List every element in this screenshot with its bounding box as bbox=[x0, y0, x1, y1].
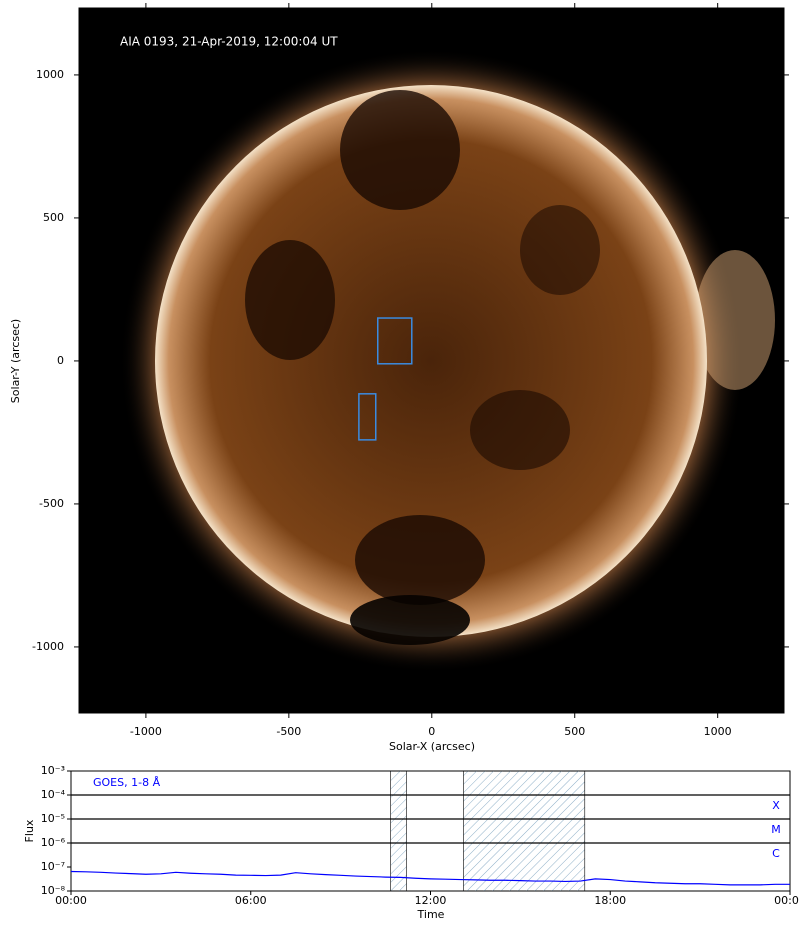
y-tick-label: 10⁻⁵ bbox=[41, 812, 65, 825]
y-tick-label: 500 bbox=[43, 211, 64, 224]
coronal-hole bbox=[350, 595, 470, 645]
legend-label: GOES, 1-8 Å bbox=[93, 776, 161, 789]
coronal-hole bbox=[470, 390, 570, 470]
x-tick-label: -1000 bbox=[130, 725, 162, 738]
y-tick-label: 10⁻⁶ bbox=[41, 836, 66, 849]
y-axis-label: Flux bbox=[23, 819, 36, 842]
y-tick-label: 10⁻⁸ bbox=[41, 884, 66, 897]
x-tick-label: 12:00 bbox=[415, 894, 447, 907]
level-label: C bbox=[772, 847, 780, 860]
y-tick-label: 10⁻⁴ bbox=[41, 788, 66, 801]
y-tick-label: 10⁻³ bbox=[41, 764, 65, 777]
region-box bbox=[377, 317, 413, 365]
annotation: AIA 0193, 21-Apr-2019, 12:00:04 UT bbox=[120, 35, 338, 49]
x-axis-label: Solar-X (arcsec) bbox=[389, 740, 475, 753]
coronal-hole bbox=[355, 515, 485, 605]
x-tick-label: 1000 bbox=[704, 725, 732, 738]
x-tick-label: -500 bbox=[276, 725, 301, 738]
x-axis-label: Time bbox=[417, 908, 445, 921]
y-tick-label: -500 bbox=[39, 497, 64, 510]
x-tick-label: 0 bbox=[428, 725, 435, 738]
y-tick-label: -1000 bbox=[32, 640, 64, 653]
region-box bbox=[358, 393, 377, 441]
sun-image bbox=[120, 49, 775, 673]
hatched-span bbox=[463, 770, 586, 892]
x-tick-label: 06:00 bbox=[235, 894, 267, 907]
x-tick-label: 00:00 bbox=[774, 894, 799, 907]
coronal-hole bbox=[520, 205, 600, 295]
x-tick-label: 500 bbox=[564, 725, 585, 738]
x-tick-label: 18:00 bbox=[594, 894, 626, 907]
y-tick-label: 10⁻⁷ bbox=[41, 860, 65, 873]
level-label: X bbox=[772, 799, 780, 812]
level-label: M bbox=[771, 823, 781, 836]
y-tick-label: 0 bbox=[57, 354, 64, 367]
y-tick-label: 1000 bbox=[36, 68, 64, 81]
x-tick-label: 00:00 bbox=[55, 894, 87, 907]
coronal-hole bbox=[340, 90, 460, 210]
corona-loop bbox=[695, 250, 775, 390]
y-axis-label: Solar-Y (arcsec) bbox=[9, 319, 22, 403]
coronal-hole bbox=[245, 240, 335, 360]
flux-line bbox=[70, 870, 790, 886]
hatched-span bbox=[390, 770, 407, 892]
